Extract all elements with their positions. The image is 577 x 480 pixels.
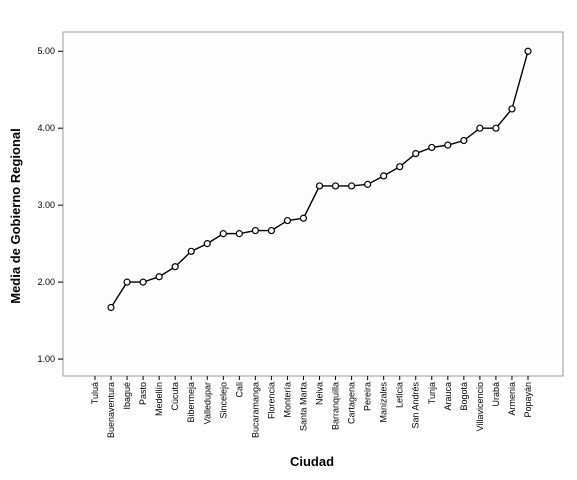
x-tick-label: Leticia (395, 382, 405, 408)
point (251, 226, 259, 235)
point (444, 141, 452, 149)
point (492, 124, 500, 132)
x-tick-label: Neiva (315, 382, 325, 405)
point (267, 226, 276, 235)
x-axis-title: Ciudad (290, 454, 334, 469)
x-tick-label: Cúcuta (170, 382, 180, 411)
y-tick-label: 4.00 (37, 123, 55, 133)
point (283, 216, 292, 225)
point (380, 172, 388, 180)
x-tick-label: Urabá (491, 382, 501, 407)
x-tick-label: Buenaventura (106, 382, 116, 438)
x-tick-label: Tunja (427, 382, 437, 404)
y-tick-label: 3.00 (37, 200, 55, 210)
x-tick-label: Cali (234, 382, 244, 398)
point (203, 240, 211, 248)
plot-area (62, 31, 564, 377)
point (428, 143, 436, 152)
x-tick-label: Pereira (363, 382, 373, 411)
point (396, 163, 404, 171)
x-tick-label: Armenia (507, 382, 517, 416)
x-tick-label: Montería (282, 382, 292, 418)
x-tick-label: Cartagena (347, 382, 357, 424)
point (123, 278, 131, 286)
x-tick-label: Bucaramanga (250, 382, 260, 438)
point (139, 278, 147, 286)
x-tick-label: San Andrés (411, 382, 421, 429)
y-tick-label: 2.00 (37, 277, 55, 287)
point (347, 182, 356, 190)
point (235, 230, 243, 238)
x-tick-label: Bogotá (459, 382, 469, 411)
point (299, 214, 308, 222)
x-tick-label: Bibermeja (186, 382, 196, 423)
point (107, 303, 115, 312)
x-tick-label: Medellín (154, 382, 164, 416)
point (364, 180, 372, 188)
x-tick-label: Ibagué (122, 382, 132, 410)
point (171, 263, 179, 271)
point (524, 47, 532, 55)
x-tick-label: Florencia (266, 382, 276, 419)
x-tick-label: Popayán (523, 382, 533, 418)
point (187, 247, 195, 255)
x-tick-label: Santa Marta (298, 382, 308, 431)
point (219, 230, 227, 238)
point (508, 105, 516, 113)
point (155, 273, 163, 281)
y-tick-label: 1.00 (37, 354, 55, 364)
x-tick-label: Barranquilla (331, 382, 341, 430)
x-tick-label: Villavicencio (475, 382, 485, 431)
x-tick-label: Sincelejo (218, 382, 228, 419)
x-tick-label: Pasto (138, 382, 148, 405)
x-tick-label: Manizales (379, 382, 389, 423)
x-tick-label: Valledupar (202, 382, 212, 424)
point (412, 149, 420, 158)
x-tick-label: Tuluá (90, 382, 100, 404)
y-tick-label: 5.00 (37, 46, 55, 56)
x-tick-label: Arauca (443, 382, 453, 411)
point (460, 136, 468, 145)
point (476, 124, 484, 132)
y-axis-title: Media de Gobierno Regional (8, 128, 23, 304)
point (315, 182, 324, 190)
point (331, 182, 340, 190)
